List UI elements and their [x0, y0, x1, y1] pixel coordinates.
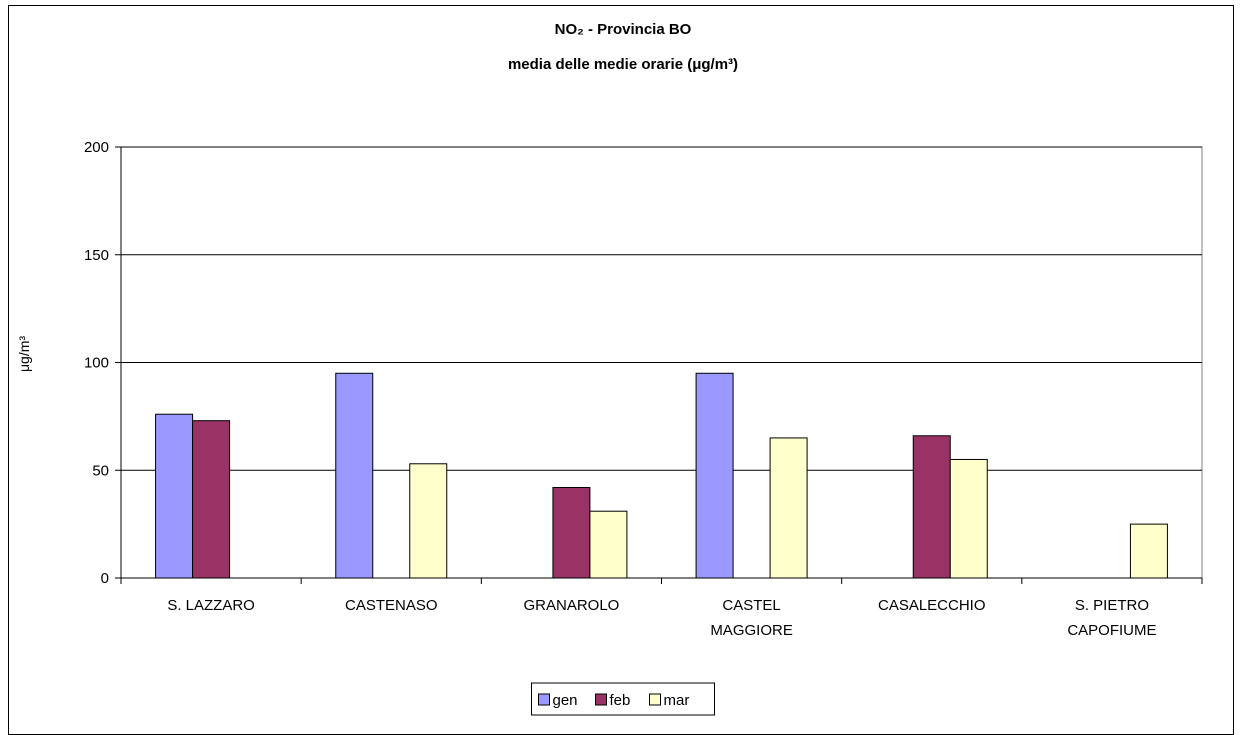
- chart-title: NO₂ - Provincia BO: [555, 21, 692, 38]
- x-tick-label: CASALECCHIO: [878, 597, 986, 614]
- bar-mar: [769, 437, 808, 579]
- y-tick-label: 200: [84, 139, 109, 156]
- y-tick-label: 0: [101, 570, 109, 587]
- bar-feb: [912, 435, 951, 579]
- legend-swatch-gen: [538, 693, 550, 706]
- legend-label-gen: gen: [553, 692, 578, 709]
- legend-box: [531, 682, 715, 716]
- legend-label-feb: feb: [610, 692, 631, 709]
- legend-swatch-feb: [595, 693, 607, 706]
- bar-feb: [192, 420, 231, 579]
- y-tick-label: 100: [84, 355, 109, 372]
- bar-mar: [949, 458, 988, 579]
- legend-label-mar: mar: [664, 692, 690, 709]
- legend-swatch-mar: [649, 693, 661, 706]
- bar-gen: [335, 372, 374, 579]
- bar-mar: [1129, 523, 1168, 579]
- bar-mar: [589, 510, 628, 579]
- bar-gen: [695, 372, 734, 579]
- bar-gen: [155, 413, 194, 579]
- x-tick-label: CASTEL MAGGIORE: [710, 597, 793, 639]
- x-tick-label: S. LAZZARO: [167, 597, 255, 614]
- bar-mar: [409, 463, 448, 579]
- y-tick-label: 50: [92, 462, 109, 479]
- x-tick-label: S. PIETRO CAPOFIUME: [1067, 597, 1156, 639]
- x-tick-label: CASTENASO: [345, 597, 438, 614]
- y-axis-title: μg/m³: [16, 336, 32, 372]
- y-tick-label: 150: [84, 247, 109, 264]
- chart-subtitle: media delle medie orarie (μg/m³): [508, 56, 738, 73]
- x-tick-label: GRANAROLO: [523, 597, 619, 614]
- bar-feb: [552, 486, 591, 579]
